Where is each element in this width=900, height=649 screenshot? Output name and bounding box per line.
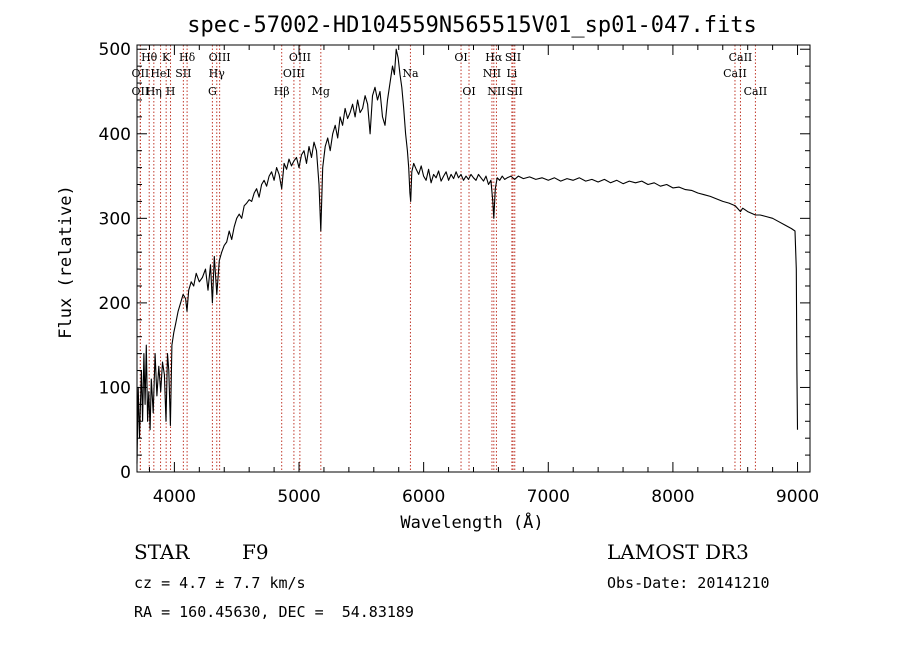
y-tick-label-100: 100 xyxy=(99,378,131,398)
line-label-13: OIII xyxy=(289,51,311,64)
spectrum-line-0 xyxy=(136,48,799,464)
line-label-16: Na xyxy=(402,67,419,80)
line-label-2: OII xyxy=(132,85,150,98)
line-label-6: H xyxy=(166,85,176,98)
line-label-5: K xyxy=(162,51,171,64)
x-tick-label-4000: 4000 xyxy=(153,487,196,507)
line-label-1: OII xyxy=(132,67,150,80)
line-label-21: NII xyxy=(483,67,501,80)
line-label-8: Hδ xyxy=(179,51,196,64)
x-tick-label-9000: 9000 xyxy=(776,487,819,507)
line-label-14: OIII xyxy=(283,67,305,80)
line-label-11: G xyxy=(208,85,217,98)
survey-name: LAMOST DR3 xyxy=(607,540,749,564)
x-tick-label-7000: 7000 xyxy=(527,487,570,507)
object-subclass: F9 xyxy=(242,540,269,564)
spectrum-series xyxy=(136,48,799,464)
line-label-22: Li xyxy=(506,67,517,80)
line-label-9: OIII xyxy=(209,51,231,64)
chart-title: spec-57002-HD104559N565515V01_sp01-047.f… xyxy=(187,13,757,38)
line-label-25: CaII xyxy=(729,51,753,64)
line-label-19: Hα xyxy=(485,51,503,64)
observation-date: Obs-Date: 20141210 xyxy=(607,574,770,592)
line-label-10: Hγ xyxy=(209,67,226,80)
line-label-23: NII xyxy=(487,85,505,98)
redshift-cz: cz = 4.7 ± 7.7 km/s xyxy=(134,574,306,592)
spectral-line-markers xyxy=(139,45,756,472)
x-tick-label-6000: 6000 xyxy=(402,487,445,507)
line-label-18: OI xyxy=(462,85,475,98)
line-label-20: SII xyxy=(505,51,521,64)
y-tick-label-300: 300 xyxy=(99,209,131,229)
y-axis-label: Flux (relative) xyxy=(56,185,76,339)
sky-coordinates: RA = 160.45630, DEC = 54.83189 xyxy=(134,603,414,621)
line-label-26: CaII xyxy=(723,67,747,80)
line-label-7: SII xyxy=(175,67,191,80)
line-label-15: Mg xyxy=(312,85,330,98)
line-label-27: CaII xyxy=(744,85,768,98)
y-tick-label-200: 200 xyxy=(99,294,131,314)
x-axis-label: Wavelength (Å) xyxy=(400,511,543,533)
line-label-3: Hη xyxy=(146,85,162,98)
x-axis-ticks: 4000 5000 6000 7000 8000 9000 xyxy=(148,45,819,507)
line-label-17: OI xyxy=(454,51,467,64)
line-label-4: HeI xyxy=(150,67,170,80)
x-tick-label-5000: 5000 xyxy=(277,487,320,507)
line-label-0: Hθ xyxy=(141,51,158,64)
x-tick-label-8000: 8000 xyxy=(651,487,694,507)
plot-axes xyxy=(136,44,811,473)
y-tick-label-0: 0 xyxy=(120,463,131,483)
object-class: STAR xyxy=(134,540,190,564)
y-tick-label-500: 500 xyxy=(99,40,131,60)
plot-frame xyxy=(136,44,811,473)
line-label-12: Hβ xyxy=(274,85,290,98)
y-axis-ticks: 0 100 200 300 400 500 xyxy=(99,40,810,483)
line-label-24: SII xyxy=(507,85,523,98)
y-tick-label-400: 400 xyxy=(99,125,131,145)
